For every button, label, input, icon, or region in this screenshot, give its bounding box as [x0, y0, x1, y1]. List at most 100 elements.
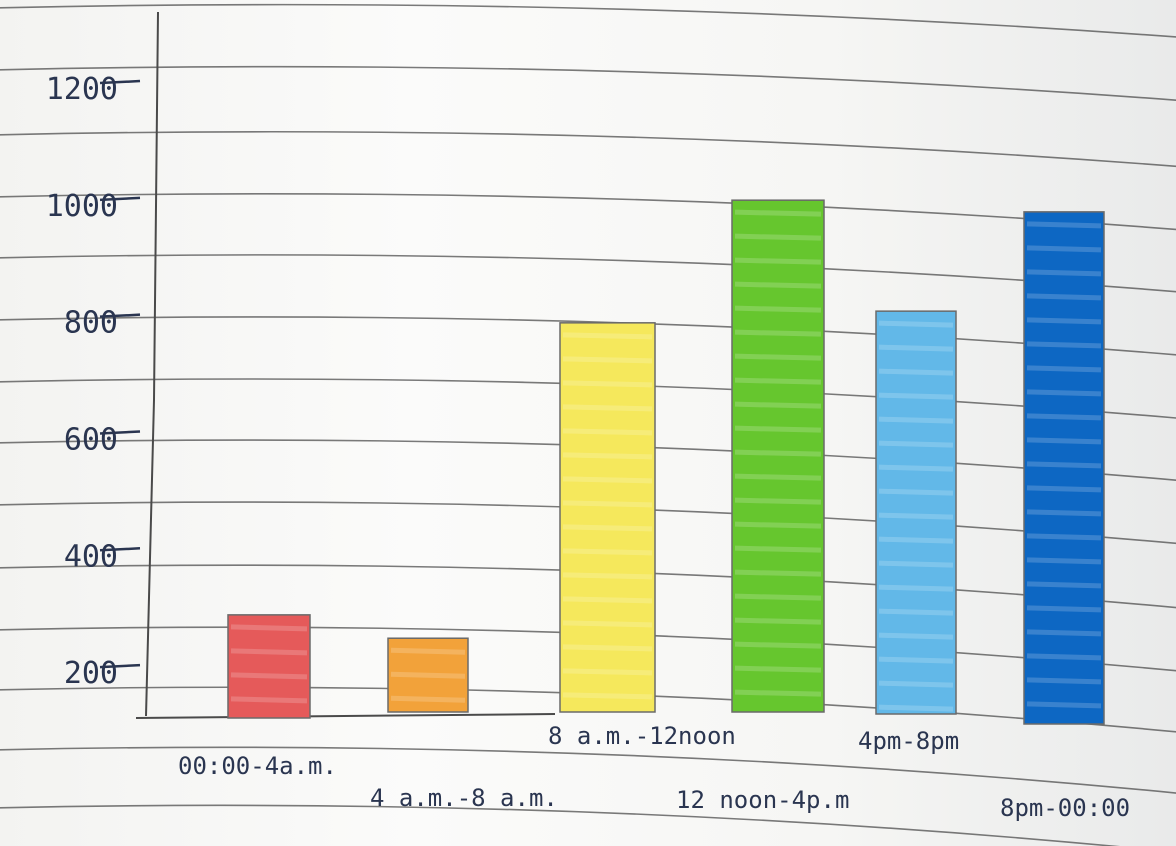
bar-texture-stroke — [562, 332, 653, 340]
bar-texture-stroke — [1026, 605, 1102, 613]
y-axis-line — [145, 11, 159, 717]
bar-texture-stroke — [1026, 293, 1102, 301]
bar-texture-stroke — [734, 209, 822, 217]
bar-texture-stroke — [878, 392, 954, 400]
bar-texture-stroke — [1026, 653, 1102, 661]
bar-texture-stroke — [230, 672, 308, 680]
bar-texture-stroke — [562, 548, 653, 556]
x-tick-label: 8 a.m.-12noon — [548, 722, 736, 750]
y-tick-mark — [99, 663, 141, 669]
y-tick-label: 600 — [64, 422, 118, 457]
bar-texture-stroke — [734, 449, 822, 457]
bar — [227, 614, 311, 719]
bar-texture-stroke — [1026, 557, 1102, 565]
bar-texture-stroke — [562, 668, 653, 676]
rule-line — [0, 65, 1176, 101]
bar-texture-stroke — [562, 380, 653, 388]
bar-texture-stroke — [878, 560, 954, 568]
bar-texture-stroke — [878, 512, 954, 520]
bar-texture-stroke — [878, 488, 954, 496]
bar-texture-stroke — [878, 704, 954, 712]
bar-texture-stroke — [1026, 461, 1102, 469]
bar-texture-stroke — [734, 425, 822, 433]
x-axis-line — [135, 713, 556, 719]
bar-texture-stroke — [734, 257, 822, 265]
bar-texture-stroke — [562, 572, 653, 580]
bar-texture-stroke — [734, 401, 822, 409]
y-tick-label: 200 — [64, 656, 118, 691]
rule-line — [0, 193, 1176, 231]
x-tick-label: 8pm-00:00 — [1000, 794, 1130, 822]
x-tick-label: 4 a.m.-8 a.m. — [370, 784, 558, 812]
y-tick-mark — [99, 547, 141, 552]
bar-texture-stroke — [878, 440, 954, 448]
y-tick-label: 1200 — [46, 72, 118, 107]
bar-texture-stroke — [562, 428, 653, 436]
bar-texture-stroke — [230, 624, 308, 632]
bar-texture-stroke — [562, 644, 653, 652]
y-tick-mark — [99, 430, 141, 435]
y-tick-mark — [99, 79, 141, 85]
bars-group — [227, 199, 1105, 725]
bar-texture-stroke — [1026, 269, 1102, 277]
x-tick-label: 12 noon-4p.m — [676, 786, 849, 814]
bar-texture-stroke — [390, 671, 466, 679]
y-axis-ticks: 200 400 600 800 1000 1200 — [46, 72, 141, 691]
bar-texture-stroke — [734, 641, 822, 649]
bar — [387, 637, 469, 713]
rule-line — [0, 254, 1176, 293]
x-axis-labels: 00:00-4a.m. 4 a.m.-8 a.m. 8 a.m.-12noon 12 … — [178, 722, 1130, 822]
bar-texture-stroke — [1026, 413, 1102, 421]
bar-texture-stroke — [734, 665, 822, 673]
bar-texture-stroke — [734, 233, 822, 241]
bar-texture-stroke — [390, 647, 466, 655]
bar-texture-stroke — [562, 620, 653, 628]
bar-texture-stroke — [562, 524, 653, 532]
rule-line — [0, 316, 1176, 356]
bar-texture-stroke — [734, 281, 822, 289]
bar-texture-stroke — [878, 656, 954, 664]
bar-texture-stroke — [734, 689, 822, 697]
bar-texture-stroke — [1026, 437, 1102, 445]
bar-texture-stroke — [878, 632, 954, 640]
bar-texture-stroke — [1026, 245, 1102, 253]
bar-texture-stroke — [734, 545, 822, 553]
bar-texture-stroke — [1026, 509, 1102, 517]
rule-line — [0, 3, 1176, 38]
bar — [559, 322, 656, 713]
bar-texture-stroke — [878, 368, 954, 376]
bar-texture-stroke — [734, 329, 822, 337]
rule-line — [0, 804, 1121, 846]
bar-texture-stroke — [878, 584, 954, 592]
bar-texture-stroke — [562, 404, 653, 412]
bar-texture-stroke — [562, 476, 653, 484]
bar-texture-stroke — [878, 536, 954, 544]
rule-line — [0, 130, 1176, 168]
rule-line — [0, 746, 1176, 794]
chart-axes — [135, 11, 556, 719]
bar-texture-stroke — [1026, 677, 1102, 685]
bar-texture-stroke — [562, 500, 653, 508]
bar-texture-stroke — [878, 344, 954, 352]
bar-texture-stroke — [878, 416, 954, 424]
bar-texture-stroke — [1026, 365, 1102, 373]
x-tick-label: 4pm-8pm — [858, 727, 959, 755]
bar-texture-stroke — [1026, 581, 1102, 589]
bar-texture-stroke — [734, 305, 822, 313]
bar-texture-stroke — [562, 596, 653, 604]
bar-texture-stroke — [734, 377, 822, 385]
y-tick-label: 400 — [64, 539, 118, 574]
bar-texture-stroke — [1026, 221, 1102, 229]
bar-texture-stroke — [230, 696, 308, 704]
y-tick-mark — [99, 313, 141, 318]
bar-texture-stroke — [1026, 485, 1102, 493]
bar-texture-stroke — [734, 617, 822, 625]
bar-texture-stroke — [1026, 533, 1102, 541]
x-tick-label: 00:00-4a.m. — [178, 752, 337, 780]
bar-texture-stroke — [1026, 317, 1102, 325]
bar-texture-stroke — [734, 353, 822, 361]
bar — [731, 199, 825, 713]
bar — [875, 310, 957, 715]
